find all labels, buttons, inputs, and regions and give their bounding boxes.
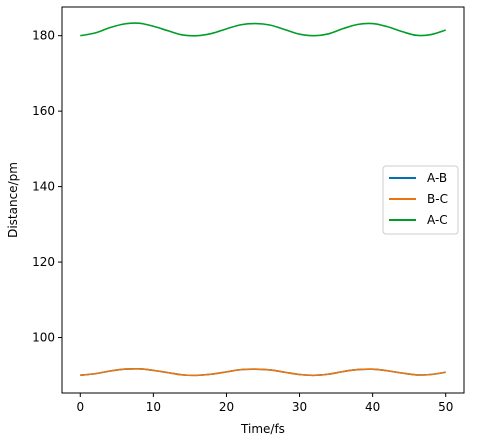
x-tick-label: 20	[219, 400, 234, 414]
x-tick-label: 10	[146, 400, 161, 414]
x-tick-label: 50	[438, 400, 453, 414]
legend-label: B-C	[427, 192, 448, 206]
legend-item-a-b: A-B	[389, 171, 447, 185]
plot-frame	[61, 6, 465, 394]
legend: A-B B-C A-C	[382, 165, 459, 235]
y-tick-label: 120	[32, 255, 55, 269]
legend-label: A-B	[427, 171, 447, 185]
y-axis-title: Distance/pm	[6, 162, 20, 238]
y-tick-label: 140	[32, 180, 55, 194]
legend-label: A-C	[427, 213, 448, 227]
series-line-b-c	[80, 367, 446, 377]
legend-box	[382, 165, 459, 235]
axes-layer: 0 10 20 30 40 50 100 120 140 160 180	[32, 6, 465, 414]
y-tick-label: 160	[32, 104, 55, 118]
legend-item-a-c: A-C	[389, 213, 448, 227]
x-axis-title: Time/fs	[240, 422, 285, 436]
y-tick-label: 100	[32, 331, 55, 345]
y-tick-label: 180	[32, 29, 55, 43]
series-layer	[80, 22, 446, 377]
x-tick-label: 30	[292, 400, 307, 414]
x-tick-label: 40	[365, 400, 380, 414]
series-line-a-c	[80, 22, 446, 37]
x-tick-label: 0	[76, 400, 84, 414]
legend-item-b-c: B-C	[389, 192, 448, 206]
